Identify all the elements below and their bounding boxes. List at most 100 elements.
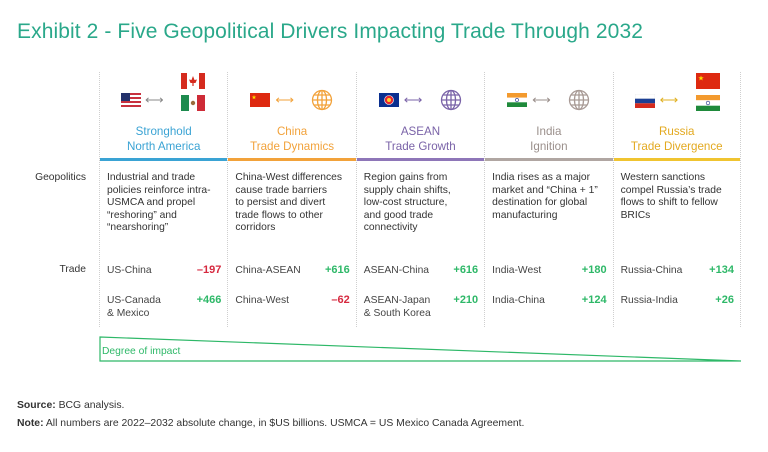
- column-underline: [228, 158, 356, 161]
- trade-pair: China-West: [235, 295, 289, 306]
- column-heading-line1: China: [276, 125, 308, 138]
- india-flag-icon: [695, 95, 720, 111]
- column-heading: Stronghold North America: [100, 124, 227, 154]
- trade-pair-line2: & South Korea: [363, 308, 431, 319]
- globe-icon: [311, 89, 333, 116]
- trade-value: +616: [325, 264, 350, 276]
- column-heading-line2: Trade Dynamics: [250, 140, 335, 153]
- trade-pair-line2: & Mexico: [107, 308, 150, 319]
- column-heading-line2: Ignition: [530, 140, 568, 153]
- geopolitics-text: Region gains from supply chain shifts, l…: [364, 172, 480, 235]
- trade-value: +616: [453, 264, 479, 276]
- geopolitics-line: corridors: [235, 222, 276, 234]
- column-icons: ⟷: [228, 72, 355, 117]
- trade-value: +466: [196, 294, 222, 306]
- geopolitics-line: compel Russia’s trade: [620, 184, 722, 196]
- trade-pair: ASEAN-China: [363, 265, 430, 276]
- degree-of-impact-wedge: Degree of impact: [99, 336, 742, 364]
- note-text: All numbers are 2022–2032 absolute chang…: [43, 418, 525, 429]
- trade-pair: US-Canada: [107, 295, 161, 306]
- column-heading-line2: Trade Growth: [385, 140, 456, 153]
- column-underline: [613, 158, 740, 161]
- geopolitics-line: destination for global: [492, 197, 588, 209]
- driver-column-north-america: ⟷ Stronghold North America Industrial: [99, 72, 228, 327]
- geopolitics-line: market and “China + 1”: [492, 184, 598, 196]
- globe-icon: [440, 89, 462, 116]
- trade-value: +180: [581, 264, 607, 276]
- trade-value: +134: [709, 264, 734, 276]
- arrow-icon: ⟷: [532, 92, 551, 107]
- geopolitics-line: Region gains from: [363, 172, 448, 183]
- geopolitics-line: to persist and divert: [235, 197, 326, 209]
- column-heading-line1: ASEAN: [400, 125, 441, 138]
- column-heading-line1: Stronghold: [135, 125, 192, 138]
- geopolitics-line: “reshoring” and: [107, 209, 177, 221]
- china-flag-icon: [250, 93, 271, 107]
- exhibit-title: Exhibit 2 - Five Geopolitical Drivers Im…: [17, 20, 644, 43]
- row-label-geopolitics: Geopolitics: [35, 172, 86, 183]
- driver-columns: ⟷ Stronghold North America Industrial: [99, 72, 741, 327]
- column-heading: Russia Trade Divergence: [614, 124, 740, 154]
- geopolitics-line: China-West differences: [235, 172, 343, 183]
- column-icons: ⟷: [100, 72, 227, 117]
- geopolitics-line: BRICs: [620, 209, 651, 221]
- source-text: BCG analysis.: [55, 400, 125, 411]
- geopolitics-line: “nearshoring”: [107, 222, 169, 234]
- arrow-icon: ⟷: [145, 92, 164, 107]
- column-icons: ⟷: [614, 72, 740, 117]
- note-label: Note:: [17, 418, 44, 429]
- column-heading-line2: Trade Divergence: [630, 140, 723, 153]
- driver-column-china: ⟷ China Trade Dynamics China-West differ…: [227, 72, 356, 327]
- driver-column-asean: ⟷ ASEAN Trade Growth Region gains from s…: [355, 72, 485, 327]
- source-label: Source:: [17, 400, 56, 411]
- trade-pair: Russia-China: [620, 265, 683, 276]
- russia-flag-icon: [634, 94, 655, 108]
- trade-value: –62: [331, 294, 350, 306]
- geopolitics-text: Industrial and trade policies reinforce …: [107, 172, 223, 235]
- trade-value: –197: [196, 264, 222, 276]
- arrow-icon: ⟷: [275, 92, 295, 107]
- canada-flag-icon: [181, 73, 205, 89]
- geopolitics-text: China-West differences cause trade barri…: [235, 172, 351, 235]
- column-heading: China Trade Dynamics: [228, 124, 355, 154]
- geopolitics-line: and good trade: [363, 209, 434, 221]
- mexico-flag-icon: [181, 95, 205, 111]
- column-underline: [356, 158, 485, 161]
- india-flag-icon: [507, 93, 528, 107]
- column-heading: India Ignition: [485, 124, 612, 154]
- trade-pair: India-West: [492, 265, 542, 276]
- geopolitics-line: India rises as a major: [492, 172, 591, 183]
- trade-pair: China-ASEAN: [235, 265, 301, 276]
- geopolitics-line: Western sanctions: [620, 172, 706, 183]
- geopolitics-line: supply chain shifts,: [363, 184, 451, 196]
- geopolitics-line: manufacturing: [492, 209, 558, 221]
- impact-wedge-shape: [99, 336, 742, 362]
- trade-pair: India-China: [492, 295, 545, 306]
- geopolitics-line: Industrial and trade: [107, 172, 196, 183]
- footnote: Note: All numbers are 2022–2032 absolute…: [17, 418, 524, 429]
- globe-icon: [568, 89, 590, 116]
- geopolitics-text: Western sanctions compel Russia’s trade …: [621, 172, 736, 222]
- column-underline: [100, 158, 228, 161]
- column-underline: [485, 158, 613, 161]
- geopolitics-line: USMCA and propel: [107, 197, 196, 209]
- column-heading-line1: Russia: [659, 125, 695, 138]
- geopolitics-line: cause trade barriers: [235, 184, 327, 196]
- arrow-icon: ⟷: [659, 92, 679, 107]
- us-flag-icon: [121, 93, 141, 107]
- column-heading: ASEAN Trade Growth: [357, 124, 484, 154]
- geopolitics-line: policies reinforce intra-: [107, 184, 211, 196]
- column-icons: ⟷: [357, 72, 484, 117]
- arrow-icon: ⟷: [403, 92, 423, 107]
- driver-column-india: ⟷ India Ignition India rises as a major …: [484, 72, 613, 327]
- column-heading-line2: North America: [126, 140, 201, 153]
- source-note: Source: BCG analysis.: [17, 400, 124, 411]
- trade-value: +210: [453, 294, 479, 306]
- geopolitics-line: flows to shift to fellow: [620, 197, 718, 209]
- geopolitics-text: India rises as a major market and “China…: [492, 172, 608, 222]
- column-icons: ⟷: [485, 72, 612, 117]
- driver-column-russia: ⟷ Russia Trade Divergence Western sanc: [612, 72, 741, 327]
- trade-pair: ASEAN-Japan: [363, 295, 431, 306]
- trade-value: +124: [581, 294, 607, 306]
- china-flag-icon: [695, 73, 720, 89]
